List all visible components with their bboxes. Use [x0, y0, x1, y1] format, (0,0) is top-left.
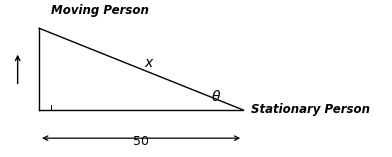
- Text: x: x: [145, 56, 153, 70]
- Text: Stationary Person: Stationary Person: [251, 103, 370, 116]
- Text: θ: θ: [211, 90, 220, 104]
- Text: 50: 50: [133, 135, 149, 148]
- Text: Moving Person: Moving Person: [51, 5, 149, 17]
